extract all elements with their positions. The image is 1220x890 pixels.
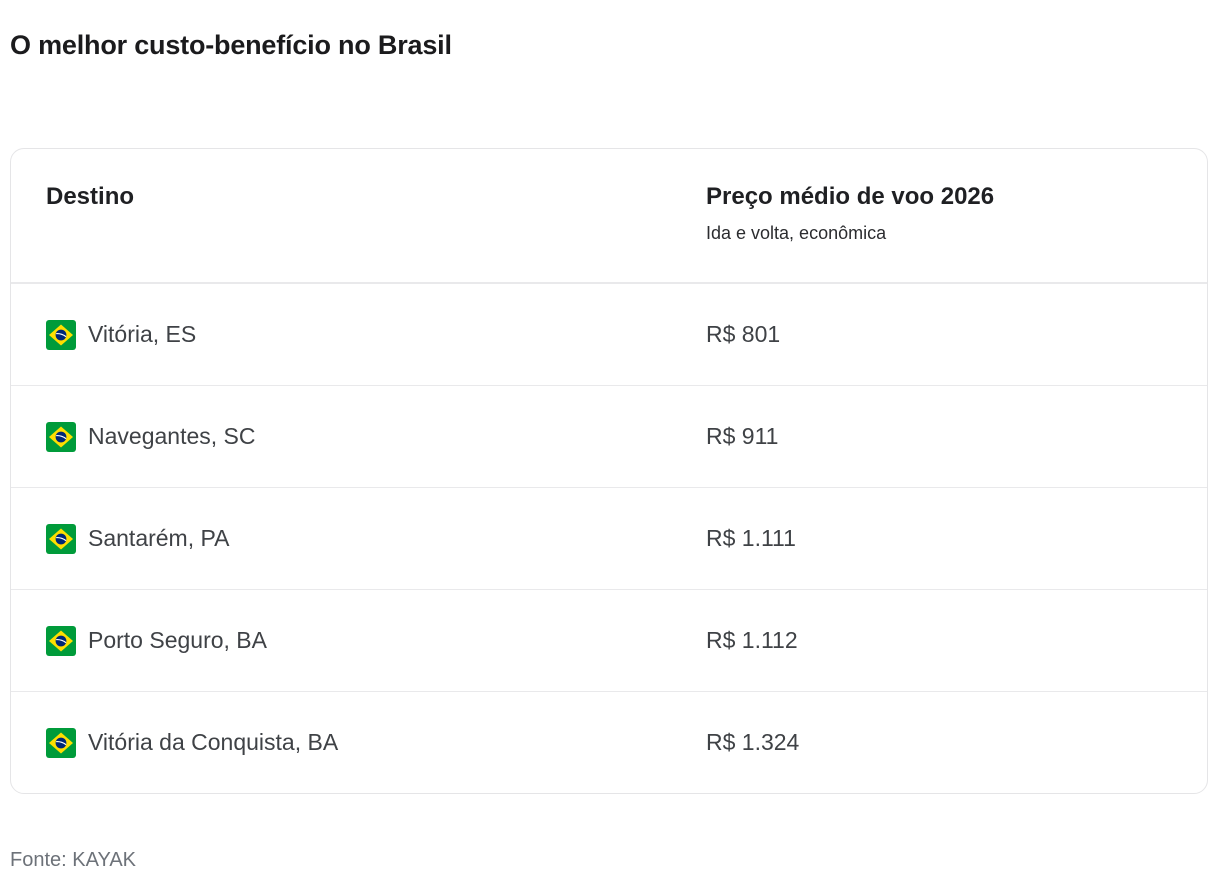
column-header-price: Preço médio de voo 2026 — [706, 183, 995, 210]
destination-cell: Navegantes, SC — [11, 421, 706, 452]
source-line: Fonte: KAYAK — [10, 849, 136, 872]
price-table-card: Destino Preço médio de voo 2026 Ida e vo… — [10, 148, 1208, 794]
destination-label: Santarém, PA — [88, 525, 230, 551]
table-row: Vitória, ES R$ 801 — [11, 283, 1207, 385]
brazil-flag-icon — [46, 421, 76, 452]
destination-label: Porto Seguro, BA — [88, 627, 267, 653]
destination-label: Navegantes, SC — [88, 423, 256, 449]
price-value: R$ 911 — [706, 423, 779, 449]
destination-cell: Vitória, ES — [11, 319, 706, 350]
table-row: Navegantes, SC R$ 911 — [11, 385, 1207, 487]
destination-cell: Santarém, PA — [11, 523, 706, 554]
brazil-flag-icon — [46, 319, 76, 350]
price-value: R$ 1.112 — [706, 627, 798, 653]
price-value: R$ 801 — [706, 321, 781, 347]
page-title: O melhor custo-benefício no Brasil — [10, 30, 452, 60]
source-link[interactable]: KAYAK — [72, 849, 136, 871]
destination-cell: Vitória da Conquista, BA — [11, 727, 706, 758]
table-row: Porto Seguro, BA R$ 1.112 — [11, 589, 1207, 691]
column-header-destination: Destino — [46, 183, 135, 210]
destination-label: Vitória, ES — [88, 321, 197, 347]
destination-cell: Porto Seguro, BA — [11, 625, 706, 656]
brazil-flag-icon — [46, 523, 76, 554]
column-header-price-block: Preço médio de voo 2026 Ida e volta, eco… — [706, 183, 1207, 244]
table-row: Vitória da Conquista, BA R$ 1.324 — [11, 691, 1207, 793]
table-header-row: Destino Preço médio de voo 2026 Ida e vo… — [11, 149, 1207, 283]
brazil-flag-icon — [46, 625, 76, 656]
price-value: R$ 1.111 — [706, 525, 796, 551]
price-subtitle: Ida e volta, econômica — [706, 223, 887, 243]
destination-label: Vitória da Conquista, BA — [88, 729, 339, 755]
brazil-flag-icon — [46, 727, 76, 758]
price-value: R$ 1.324 — [706, 729, 800, 755]
table-row: Santarém, PA R$ 1.111 — [11, 487, 1207, 589]
source-label: Fonte: — [10, 849, 67, 871]
